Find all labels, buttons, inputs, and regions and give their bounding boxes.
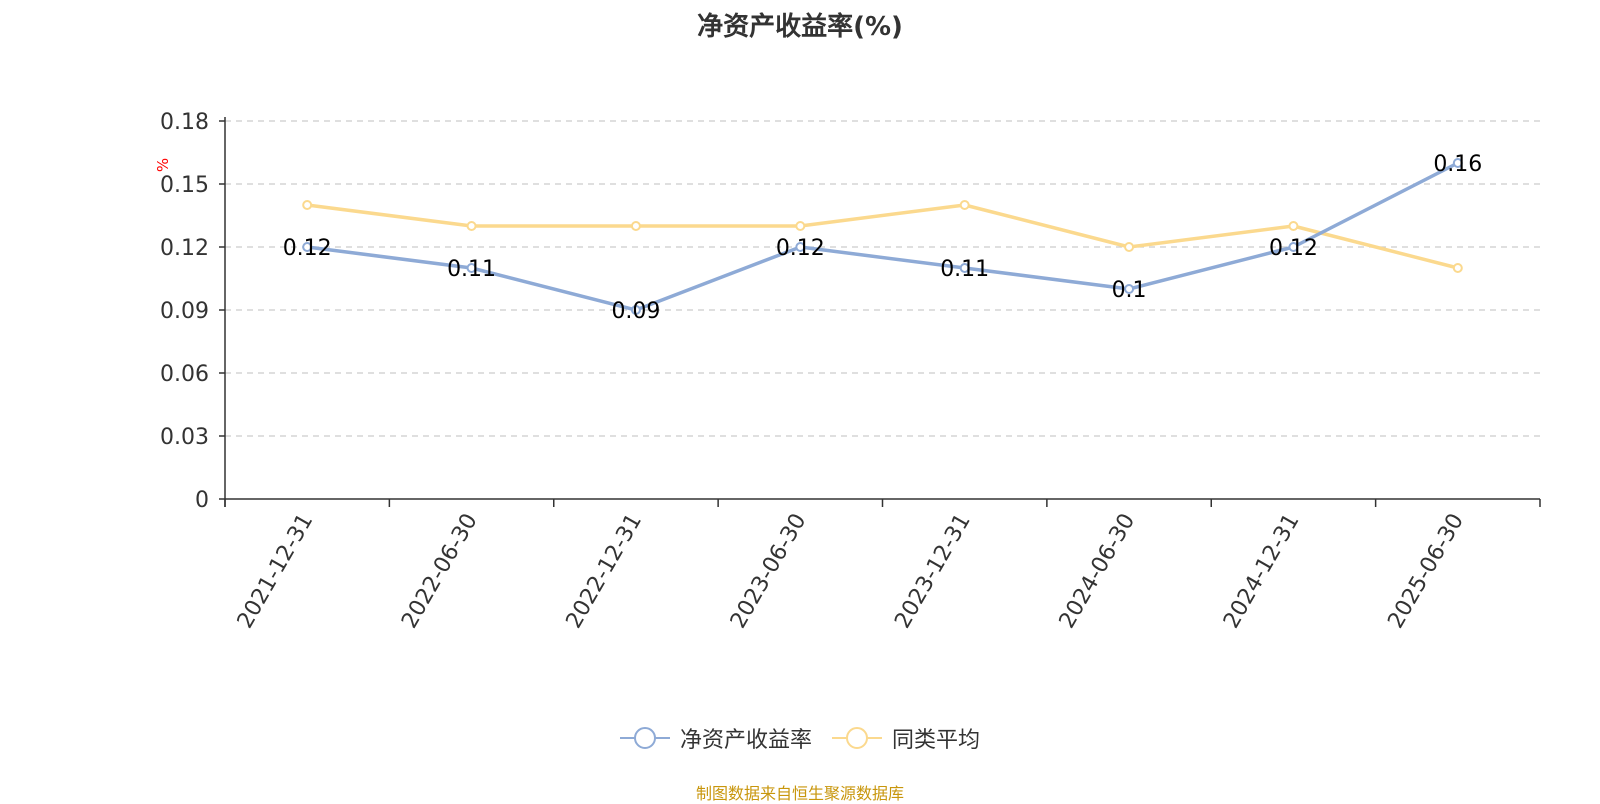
x-tick-label: 2025-06-30 bbox=[1383, 510, 1469, 633]
legend: 净资产收益率 同类平均 bbox=[0, 722, 1600, 759]
data-point bbox=[1124, 242, 1135, 252]
data-point bbox=[630, 305, 641, 315]
legend-line-circle-icon bbox=[619, 727, 670, 749]
data-label: 0.12 bbox=[776, 236, 825, 261]
data-label: 0.09 bbox=[611, 299, 660, 324]
data-point bbox=[466, 221, 477, 231]
legend-item[interactable]: 净资产收益率 bbox=[619, 722, 812, 754]
grid-lines bbox=[225, 120, 1540, 437]
x-tick-label: 2024-12-31 bbox=[1219, 510, 1305, 633]
chart-title: 净资产收益率(%) bbox=[697, 12, 903, 42]
data-point bbox=[959, 200, 970, 210]
y-tick-label: 0.03 bbox=[160, 425, 209, 450]
series-line bbox=[306, 161, 1459, 312]
data-point bbox=[959, 263, 970, 273]
legend-item[interactable]: 同类平均 bbox=[832, 722, 980, 754]
data-point bbox=[1288, 242, 1299, 252]
data-label: 0.12 bbox=[283, 236, 332, 261]
y-tick-label: 0 bbox=[195, 488, 209, 513]
data-label: 0.11 bbox=[447, 257, 496, 282]
series-line bbox=[306, 203, 1459, 270]
y-tick-label: 0.06 bbox=[160, 362, 209, 387]
data-point bbox=[302, 242, 313, 252]
data-label: 0.11 bbox=[940, 257, 989, 282]
data-point bbox=[1452, 158, 1463, 168]
data-label: 0.16 bbox=[1433, 152, 1482, 177]
data-point bbox=[1288, 221, 1299, 231]
x-tick-label: 2023-12-31 bbox=[890, 510, 976, 633]
data-point bbox=[1452, 263, 1463, 273]
y-tick-label: 0.15 bbox=[160, 173, 209, 198]
series-lines bbox=[302, 158, 1463, 315]
data-labels: 0.12 0.11 0.09 0.12 0.11 0.1 0.12 0.16 bbox=[283, 152, 1483, 324]
y-axis-unit: % bbox=[154, 158, 172, 172]
legend-line-circle-icon bbox=[832, 727, 882, 749]
legend-label: 同类平均 bbox=[892, 728, 981, 753]
data-label: 0.1 bbox=[1112, 278, 1147, 303]
y-tick-label: 0.12 bbox=[160, 236, 209, 261]
data-point bbox=[302, 200, 313, 210]
x-tick-label: 2024-06-30 bbox=[1055, 510, 1141, 633]
data-label: 0.12 bbox=[1269, 236, 1318, 261]
axes: 0 0.03 0.06 0.09 0.12 0.15 0.18% 2021-12-31 2022… bbox=[154, 110, 1541, 633]
data-point bbox=[1124, 284, 1135, 294]
legend-label: 净资产收益率 bbox=[679, 728, 812, 753]
y-tick-label: 0.18 bbox=[160, 110, 209, 135]
y-tick-label: 0.09 bbox=[160, 299, 209, 324]
x-tick-label: 2022-12-31 bbox=[562, 510, 648, 633]
data-point bbox=[630, 221, 641, 231]
data-point bbox=[795, 242, 806, 252]
data-point bbox=[466, 263, 477, 273]
x-tick-label: 2022-06-30 bbox=[397, 510, 483, 633]
x-tick-label: 2023-06-30 bbox=[726, 510, 812, 633]
source-note: 制图数据来自恒生聚源数据库 bbox=[695, 784, 904, 803]
x-tick-label: 2021-12-31 bbox=[233, 510, 319, 633]
data-point bbox=[795, 221, 806, 231]
